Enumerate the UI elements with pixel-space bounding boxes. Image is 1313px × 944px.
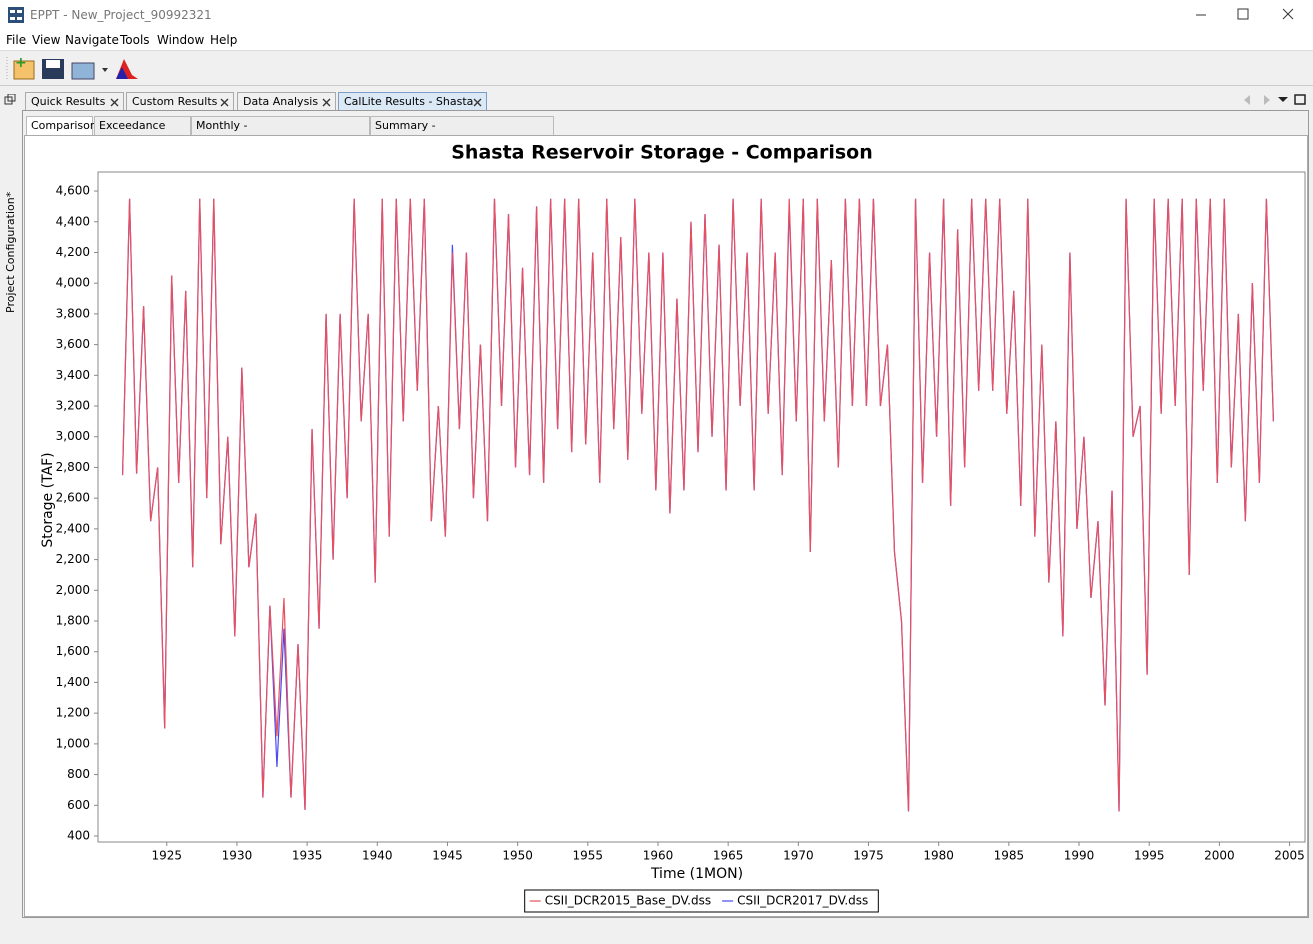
side-panel-label[interactable]: Project Configuration* xyxy=(4,191,17,313)
data-line xyxy=(121,198,1275,812)
x-tick-label: 1925 xyxy=(151,849,182,863)
x-tick-label: 1960 xyxy=(643,849,674,863)
tab[interactable]: Custom Results xyxy=(126,92,234,110)
tab-close[interactable] xyxy=(220,98,229,107)
data-line xyxy=(121,198,1275,812)
tab-label: CalLite Results - Shasta xyxy=(344,95,474,108)
y-tick-label: 1,400 xyxy=(56,675,90,689)
x-tick-label: 1995 xyxy=(1134,849,1165,863)
y-tick-label: 1,000 xyxy=(56,736,90,750)
x-tick-label: 1980 xyxy=(923,849,954,863)
y-tick-label: 4,000 xyxy=(56,276,90,290)
tab-label: Data Analysis xyxy=(243,95,319,108)
legend-label: CSII_DCR2017_DV.dss xyxy=(737,894,868,908)
plot-frame xyxy=(97,171,1306,843)
x-tick-label: 1985 xyxy=(994,849,1025,863)
title-bar: EPPT - New_Project_90992321 xyxy=(0,0,1313,30)
y-tick-label: 600 xyxy=(67,798,90,812)
x-tick-label: 1950 xyxy=(502,849,533,863)
y-tick-label: 4,600 xyxy=(56,184,90,198)
x-tick-label: 2000 xyxy=(1204,849,1235,863)
y-tick-label: 2,600 xyxy=(56,491,90,505)
toolbar-icons[interactable]: + xyxy=(4,55,144,81)
menu-item[interactable]: File xyxy=(6,33,27,47)
subtab[interactable]: Comparison xyxy=(26,116,97,135)
x-tick-label: 2005 xyxy=(1274,849,1305,863)
legend-label: CSII_DCR2015_Base_DV.dss xyxy=(545,894,711,908)
menu-item[interactable]: Tools xyxy=(120,33,150,47)
x-tick-label: 1975 xyxy=(853,849,884,863)
x-tick-label: 1935 xyxy=(292,849,323,863)
tab-close[interactable] xyxy=(473,98,482,107)
menu-item[interactable]: Help xyxy=(210,33,238,47)
tab-close[interactable] xyxy=(322,98,331,107)
restore-icon[interactable] xyxy=(4,94,16,106)
menu-item[interactable]: View xyxy=(32,33,61,47)
tab[interactable]: CalLite Results - Shasta xyxy=(338,92,487,110)
y-tick-label: 2,800 xyxy=(56,460,90,474)
subtab[interactable]: Exceedance (Oct) xyxy=(94,116,191,150)
y-tick-label: 800 xyxy=(67,767,90,781)
chart-panel: Shasta Reservoir Storage - Comparison Ti… xyxy=(24,135,1308,917)
y-tick-label: 2,200 xyxy=(56,552,90,566)
x-tick-label: 1970 xyxy=(783,849,814,863)
window-title: EPPT - New_Project_90992321 xyxy=(30,8,212,22)
y-tick-label: 4,200 xyxy=(56,245,90,259)
x-tick-label: 1965 xyxy=(713,849,744,863)
y-tick-label: 1,600 xyxy=(56,644,90,658)
menu-item[interactable]: Navigate xyxy=(65,33,119,47)
y-tick-label: 3,600 xyxy=(56,337,90,351)
menu-bar: File View Navigate Tools Window Help xyxy=(0,30,1313,50)
subtab[interactable]: Monthly - CSII_DCR2015_Base_DV xyxy=(191,116,370,150)
tab-label: Quick Results xyxy=(31,95,106,108)
y-axis-label: Storage (TAF) xyxy=(40,452,56,547)
window-controls[interactable] xyxy=(1180,0,1313,30)
x-tick-label: 1940 xyxy=(362,849,393,863)
tab[interactable]: Quick Results xyxy=(25,92,124,110)
y-tick-label: 3,200 xyxy=(56,399,90,413)
chart-title: Shasta Reservoir Storage - Comparison xyxy=(451,142,872,164)
x-tick-label: 1990 xyxy=(1064,849,1095,863)
y-tick-label: 3,000 xyxy=(56,429,90,443)
side-panel: Project Configuration* xyxy=(0,88,22,918)
y-tick-label: 4,400 xyxy=(56,214,90,228)
x-axis-label: Time (1MON) xyxy=(650,866,743,882)
subtab[interactable]: Summary - CSII_DCR2015_Base_DV xyxy=(370,116,554,150)
app-icon xyxy=(8,7,24,23)
y-tick-label: 1,800 xyxy=(56,614,90,628)
y-tick-label: 400 xyxy=(67,829,90,843)
svg-text:+: + xyxy=(15,55,27,71)
tab-label: Custom Results xyxy=(132,95,218,108)
tab-close[interactable] xyxy=(110,98,119,107)
x-tick-label: 1945 xyxy=(432,849,463,863)
x-tick-label: 1930 xyxy=(222,849,253,863)
legend-box xyxy=(524,889,879,913)
menu-item[interactable]: Window xyxy=(157,33,205,47)
y-tick-label: 2,400 xyxy=(56,521,90,535)
tab[interactable]: Data Analysis xyxy=(237,92,336,110)
x-tick-label: 1955 xyxy=(573,849,604,863)
y-tick-label: 3,800 xyxy=(56,306,90,320)
chart: Shasta Reservoir Storage - Comparison Ti… xyxy=(40,142,1306,913)
y-tick-label: 3,400 xyxy=(56,368,90,382)
y-tick-label: 1,200 xyxy=(56,706,90,720)
tab-nav[interactable] xyxy=(1240,92,1310,108)
toolbar: + xyxy=(0,50,1313,86)
y-tick-label: 2,000 xyxy=(56,583,90,597)
